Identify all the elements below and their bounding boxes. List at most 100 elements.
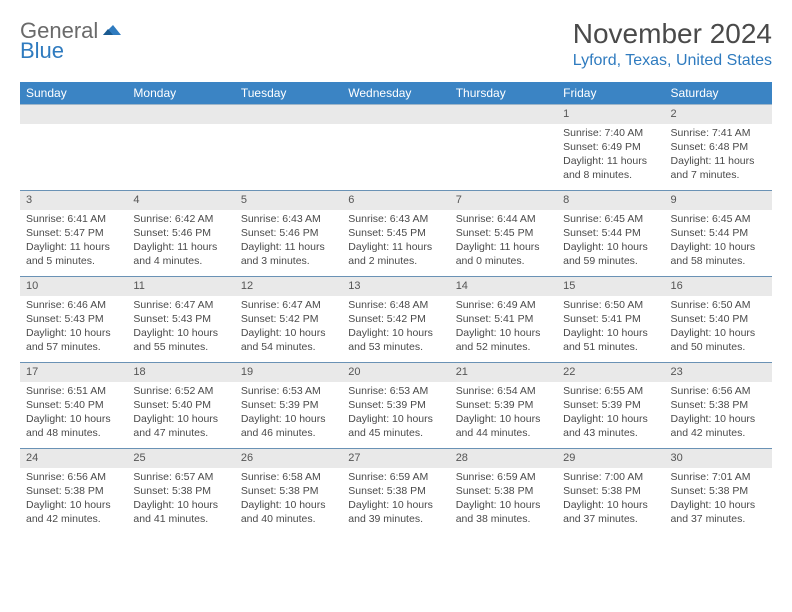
day-number [450, 105, 557, 124]
day-header: Thursday [450, 82, 557, 105]
day-content: Sunrise: 6:52 AMSunset: 5:40 PMDaylight:… [127, 382, 234, 445]
daylight-text: Daylight: 10 hours and 47 minutes. [133, 412, 228, 440]
day-content: Sunrise: 7:01 AMSunset: 5:38 PMDaylight:… [665, 468, 772, 531]
day-number: 27 [342, 449, 449, 468]
calendar-day-cell: 20Sunrise: 6:53 AMSunset: 5:39 PMDayligh… [342, 363, 449, 449]
day-content: Sunrise: 6:47 AMSunset: 5:42 PMDaylight:… [235, 296, 342, 359]
sunset-text: Sunset: 5:38 PM [133, 484, 228, 498]
day-content: Sunrise: 6:48 AMSunset: 5:42 PMDaylight:… [342, 296, 449, 359]
day-content: Sunrise: 6:43 AMSunset: 5:45 PMDaylight:… [342, 210, 449, 273]
day-number: 20 [342, 363, 449, 382]
daylight-text: Daylight: 10 hours and 53 minutes. [348, 326, 443, 354]
daylight-text: Daylight: 10 hours and 44 minutes. [456, 412, 551, 440]
day-number: 3 [20, 191, 127, 210]
sunrise-text: Sunrise: 6:57 AM [133, 470, 228, 484]
calendar-day-cell: 11Sunrise: 6:47 AMSunset: 5:43 PMDayligh… [127, 277, 234, 363]
daylight-text: Daylight: 11 hours and 8 minutes. [563, 154, 658, 182]
sunset-text: Sunset: 5:40 PM [133, 398, 228, 412]
day-number: 30 [665, 449, 772, 468]
day-number: 19 [235, 363, 342, 382]
sunrise-text: Sunrise: 6:44 AM [456, 212, 551, 226]
daylight-text: Daylight: 10 hours and 46 minutes. [241, 412, 336, 440]
sunrise-text: Sunrise: 6:49 AM [456, 298, 551, 312]
sunset-text: Sunset: 5:40 PM [671, 312, 766, 326]
calendar-day-cell [20, 105, 127, 191]
day-content: Sunrise: 6:55 AMSunset: 5:39 PMDaylight:… [557, 382, 664, 445]
day-number: 15 [557, 277, 664, 296]
day-content: Sunrise: 6:50 AMSunset: 5:41 PMDaylight:… [557, 296, 664, 359]
day-content: Sunrise: 7:00 AMSunset: 5:38 PMDaylight:… [557, 468, 664, 531]
day-content: Sunrise: 6:56 AMSunset: 5:38 PMDaylight:… [20, 468, 127, 531]
daylight-text: Daylight: 11 hours and 0 minutes. [456, 240, 551, 268]
calendar-day-cell: 7Sunrise: 6:44 AMSunset: 5:45 PMDaylight… [450, 191, 557, 277]
daylight-text: Daylight: 10 hours and 37 minutes. [671, 498, 766, 526]
day-header: Wednesday [342, 82, 449, 105]
sunrise-text: Sunrise: 6:47 AM [133, 298, 228, 312]
day-number: 23 [665, 363, 772, 382]
calendar-week-row: 10Sunrise: 6:46 AMSunset: 5:43 PMDayligh… [20, 277, 772, 363]
calendar-day-cell: 25Sunrise: 6:57 AMSunset: 5:38 PMDayligh… [127, 449, 234, 535]
day-number: 2 [665, 105, 772, 124]
daylight-text: Daylight: 10 hours and 41 minutes. [133, 498, 228, 526]
daylight-text: Daylight: 10 hours and 59 minutes. [563, 240, 658, 268]
daylight-text: Daylight: 10 hours and 57 minutes. [26, 326, 121, 354]
calendar-week-row: 1Sunrise: 7:40 AMSunset: 6:49 PMDaylight… [20, 105, 772, 191]
sunset-text: Sunset: 5:46 PM [133, 226, 228, 240]
sunrise-text: Sunrise: 6:59 AM [348, 470, 443, 484]
title-block: November 2024 Lyford, Texas, United Stat… [573, 18, 772, 70]
sunrise-text: Sunrise: 6:59 AM [456, 470, 551, 484]
page-subtitle: Lyford, Texas, United States [573, 52, 772, 70]
day-number: 28 [450, 449, 557, 468]
sunset-text: Sunset: 5:46 PM [241, 226, 336, 240]
calendar-day-cell: 30Sunrise: 7:01 AMSunset: 5:38 PMDayligh… [665, 449, 772, 535]
day-header: Sunday [20, 82, 127, 105]
calendar-day-cell: 27Sunrise: 6:59 AMSunset: 5:38 PMDayligh… [342, 449, 449, 535]
calendar-day-cell: 18Sunrise: 6:52 AMSunset: 5:40 PMDayligh… [127, 363, 234, 449]
day-content: Sunrise: 6:53 AMSunset: 5:39 PMDaylight:… [342, 382, 449, 445]
day-number: 17 [20, 363, 127, 382]
sunset-text: Sunset: 5:45 PM [348, 226, 443, 240]
sunset-text: Sunset: 5:38 PM [563, 484, 658, 498]
day-content: Sunrise: 6:42 AMSunset: 5:46 PMDaylight:… [127, 210, 234, 273]
sunset-text: Sunset: 5:38 PM [456, 484, 551, 498]
sunrise-text: Sunrise: 7:40 AM [563, 126, 658, 140]
calendar-table: Sunday Monday Tuesday Wednesday Thursday… [20, 82, 772, 535]
daylight-text: Daylight: 10 hours and 48 minutes. [26, 412, 121, 440]
sunset-text: Sunset: 5:39 PM [456, 398, 551, 412]
daylight-text: Daylight: 10 hours and 54 minutes. [241, 326, 336, 354]
calendar-day-cell: 16Sunrise: 6:50 AMSunset: 5:40 PMDayligh… [665, 277, 772, 363]
sunrise-text: Sunrise: 6:54 AM [456, 384, 551, 398]
calendar-day-cell: 19Sunrise: 6:53 AMSunset: 5:39 PMDayligh… [235, 363, 342, 449]
calendar-day-cell: 4Sunrise: 6:42 AMSunset: 5:46 PMDaylight… [127, 191, 234, 277]
sunset-text: Sunset: 5:44 PM [563, 226, 658, 240]
day-content: Sunrise: 6:49 AMSunset: 5:41 PMDaylight:… [450, 296, 557, 359]
sunrise-text: Sunrise: 6:42 AM [133, 212, 228, 226]
day-number: 4 [127, 191, 234, 210]
daylight-text: Daylight: 11 hours and 2 minutes. [348, 240, 443, 268]
day-header: Friday [557, 82, 664, 105]
day-content: Sunrise: 6:54 AMSunset: 5:39 PMDaylight:… [450, 382, 557, 445]
sunset-text: Sunset: 5:39 PM [563, 398, 658, 412]
sunset-text: Sunset: 5:43 PM [133, 312, 228, 326]
day-content: Sunrise: 6:59 AMSunset: 5:38 PMDaylight:… [342, 468, 449, 531]
day-number: 5 [235, 191, 342, 210]
daylight-text: Daylight: 10 hours and 39 minutes. [348, 498, 443, 526]
day-number: 13 [342, 277, 449, 296]
calendar-day-cell: 6Sunrise: 6:43 AMSunset: 5:45 PMDaylight… [342, 191, 449, 277]
sunrise-text: Sunrise: 6:55 AM [563, 384, 658, 398]
calendar-day-cell: 17Sunrise: 6:51 AMSunset: 5:40 PMDayligh… [20, 363, 127, 449]
daylight-text: Daylight: 10 hours and 52 minutes. [456, 326, 551, 354]
day-content: Sunrise: 6:45 AMSunset: 5:44 PMDaylight:… [665, 210, 772, 273]
day-number: 22 [557, 363, 664, 382]
sunrise-text: Sunrise: 7:01 AM [671, 470, 766, 484]
daylight-text: Daylight: 10 hours and 42 minutes. [671, 412, 766, 440]
sunrise-text: Sunrise: 6:48 AM [348, 298, 443, 312]
sunset-text: Sunset: 6:49 PM [563, 140, 658, 154]
calendar-week-row: 3Sunrise: 6:41 AMSunset: 5:47 PMDaylight… [20, 191, 772, 277]
day-number [20, 105, 127, 124]
day-content: Sunrise: 7:40 AMSunset: 6:49 PMDaylight:… [557, 124, 664, 187]
sunrise-text: Sunrise: 6:43 AM [348, 212, 443, 226]
day-content: Sunrise: 6:59 AMSunset: 5:38 PMDaylight:… [450, 468, 557, 531]
day-content: Sunrise: 6:46 AMSunset: 5:43 PMDaylight:… [20, 296, 127, 359]
sunset-text: Sunset: 6:48 PM [671, 140, 766, 154]
